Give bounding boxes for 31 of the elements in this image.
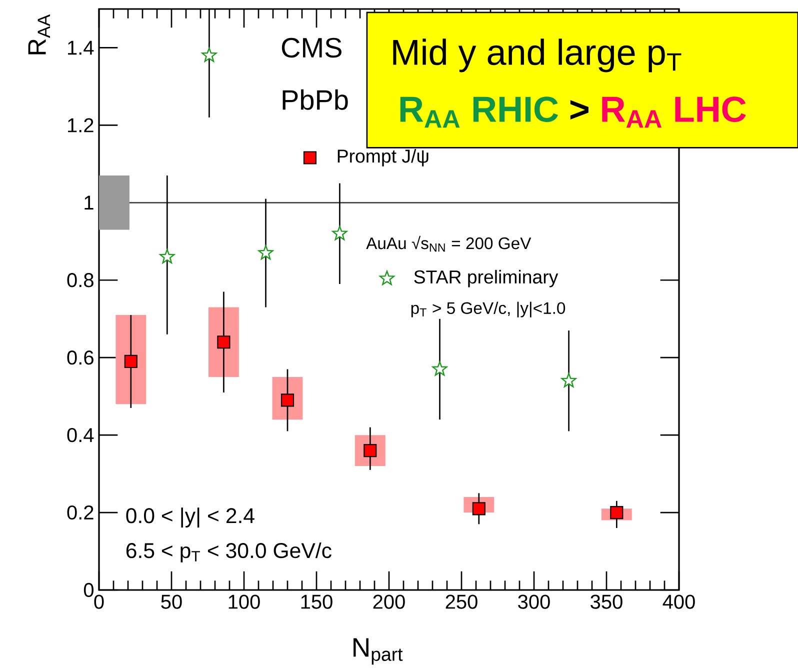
y-axis-title: R$_{AA}$ <box>28 14 50 54</box>
x-tick-label: 250 <box>446 594 478 609</box>
legend-label: Prompt J/ψ <box>338 149 428 166</box>
annotation: 0.0 < |y| < 2.4 <box>126 508 254 528</box>
x-tick-label: 100 <box>228 594 260 609</box>
x-axis-title: N$_{part}$ <box>354 638 403 665</box>
x-tick-label: 350 <box>590 594 622 609</box>
y-tick-label: 0.4 <box>67 428 94 442</box>
annotation: > <box>570 100 588 120</box>
x-tick-label: 400 <box>662 594 695 609</box>
y-tick-label: 0.6 <box>67 350 94 365</box>
y-tick-label: 1 <box>84 196 94 210</box>
annotation: AuAu √s$_{NN}$ = 200 GeV <box>366 236 532 252</box>
y-tick-label: 1.2 <box>68 118 94 132</box>
y-tick-label: 1.4 <box>68 40 94 55</box>
annotation: PbPb <box>282 89 348 110</box>
annotation: p$_{T}$ > 5 GeV/c, |y|<1.0 <box>411 302 566 318</box>
x-tick-label: 300 <box>518 594 550 609</box>
annotation: CMS <box>282 38 342 58</box>
y-tick-label: 0 <box>84 582 94 598</box>
x-tick-label: 200 <box>373 594 405 609</box>
legend-label: STAR preliminary <box>414 270 558 288</box>
x-tick-label: 0 <box>94 594 104 609</box>
annotation: Mid y and large p$_{T}$ <box>393 38 682 72</box>
annotation: 6.5 < p$_{T}$ < 30.0 GeV/c <box>126 542 332 562</box>
annotation: R$_{AA}$ RHIC <box>400 96 558 128</box>
y-tick-label: 0.8 <box>67 273 94 288</box>
x-tick-label: 50 <box>161 594 182 609</box>
y-tick-label: 0.2 <box>67 505 94 520</box>
x-tick-label: 150 <box>301 594 332 609</box>
annotation: R$_{AA}$ LHC <box>602 96 746 128</box>
